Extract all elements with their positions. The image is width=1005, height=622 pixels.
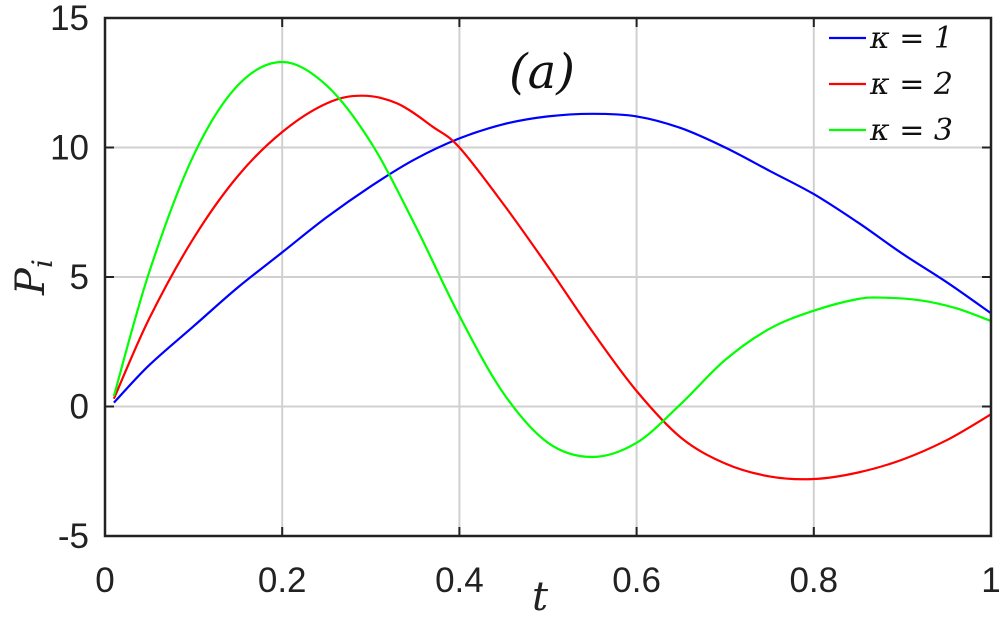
x-tick-label: 0.4 — [435, 561, 484, 600]
x-tick-label: 0.6 — [612, 561, 661, 600]
panel-annotation: (a) — [509, 44, 575, 100]
series-line-1 — [113, 112, 992, 404]
series-group — [112, 60, 992, 481]
x-tick-label: 0.8 — [789, 561, 838, 600]
y-axis-label-main: P — [8, 267, 54, 296]
x-tick-labels: 0 0.2 0.4 0.6 0.8 1 — [95, 561, 1000, 600]
axis-ticks — [104, 17, 992, 537]
y-axis-label: Pi — [8, 259, 59, 296]
legend-label-2: κ = 2 — [869, 67, 953, 102]
legend: κ = 1 κ = 2 κ = 3 — [829, 21, 953, 148]
series-line-3 — [112, 60, 992, 459]
y-tick-label: 5 — [70, 258, 89, 297]
legend-label-3: κ = 3 — [869, 113, 953, 148]
y-tick-label: 10 — [50, 129, 89, 168]
y-axis-label-subscript: i — [26, 259, 59, 268]
grid-lines — [105, 18, 991, 536]
series-line-2 — [112, 94, 992, 481]
y-tick-label: -5 — [58, 517, 89, 556]
y-tick-labels: -5 0 5 10 15 — [50, 0, 89, 556]
x-tick-label: 0.2 — [258, 561, 307, 600]
y-tick-label: 0 — [70, 388, 89, 427]
y-tick-label: 15 — [50, 0, 89, 38]
x-tick-label: 1 — [981, 561, 1000, 600]
x-axis-label: t — [532, 574, 549, 620]
legend-label-1: κ = 1 — [869, 21, 953, 56]
x-tick-label: 0 — [95, 561, 114, 600]
